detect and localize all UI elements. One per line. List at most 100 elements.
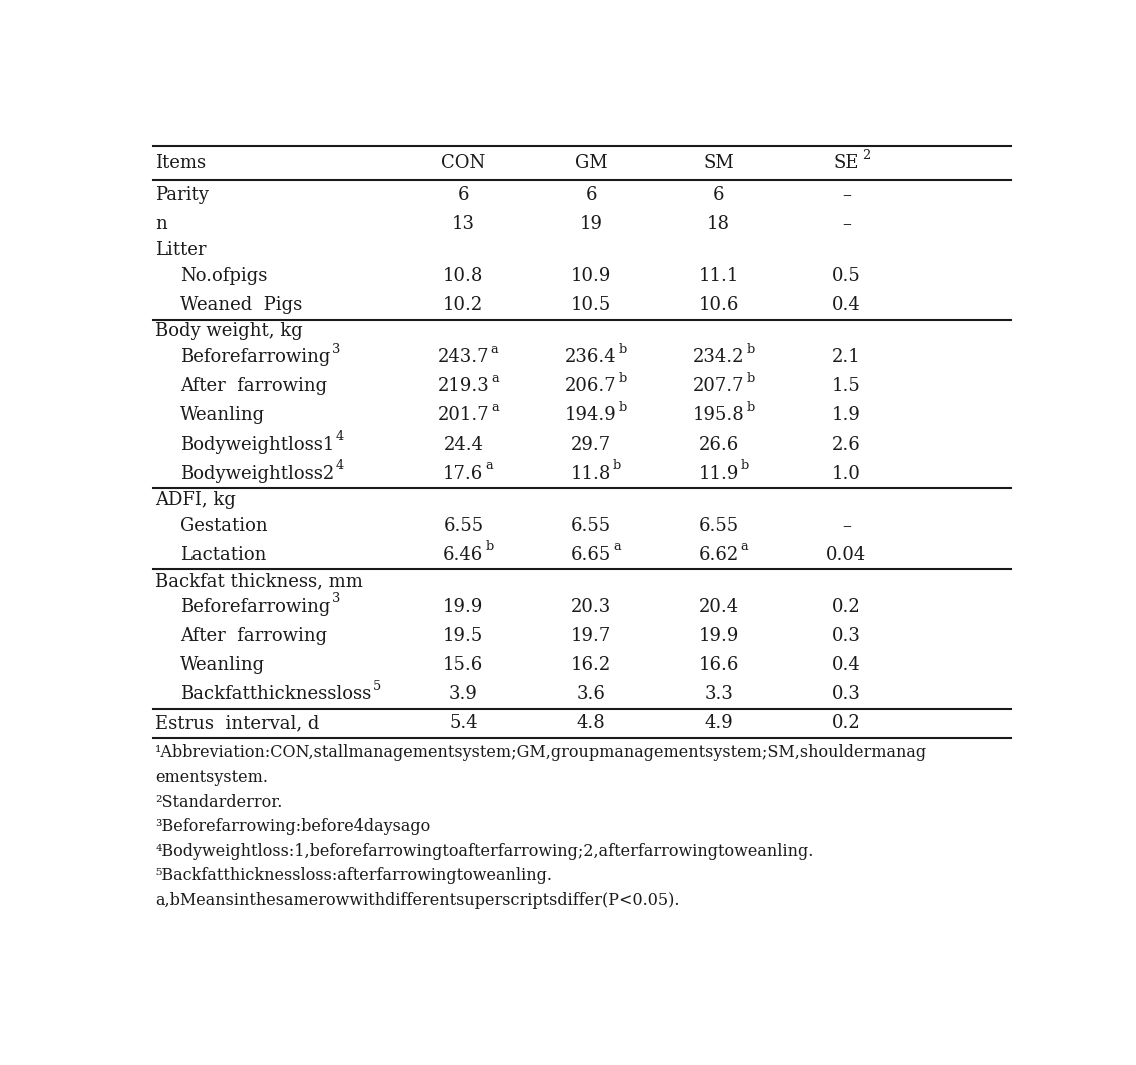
Text: ²Standarderror.: ²Standarderror.: [156, 793, 283, 810]
Text: Weanling: Weanling: [179, 656, 265, 674]
Text: 0.3: 0.3: [832, 627, 861, 645]
Text: 0.4: 0.4: [832, 296, 861, 314]
Text: 2.6: 2.6: [832, 436, 861, 454]
Text: 3: 3: [332, 592, 341, 605]
Text: 3: 3: [332, 343, 341, 356]
Text: b: b: [619, 372, 627, 384]
Text: 1.5: 1.5: [832, 377, 861, 395]
Text: 4: 4: [336, 459, 344, 472]
Text: b: b: [746, 400, 754, 414]
Text: 0.3: 0.3: [832, 685, 861, 703]
Text: Weaned  Pigs: Weaned Pigs: [179, 296, 302, 314]
Text: –: –: [842, 517, 851, 535]
Text: 6.46: 6.46: [443, 546, 484, 563]
Text: 19.9: 19.9: [443, 597, 484, 616]
Text: 19.9: 19.9: [699, 627, 738, 645]
Text: 195.8: 195.8: [693, 407, 744, 425]
Text: Gestation: Gestation: [179, 517, 267, 535]
Text: 16.6: 16.6: [699, 656, 738, 674]
Text: 3.6: 3.6: [577, 685, 605, 703]
Text: 29.7: 29.7: [571, 436, 611, 454]
Text: 6.62: 6.62: [699, 546, 738, 563]
Text: 219.3: 219.3: [437, 377, 490, 395]
Text: 6.65: 6.65: [571, 546, 611, 563]
Text: 13: 13: [452, 215, 475, 233]
Text: a: a: [491, 400, 499, 414]
Text: a: a: [491, 343, 499, 356]
Text: ADFI, kg: ADFI, kg: [156, 491, 236, 509]
Text: 243.7: 243.7: [437, 348, 490, 366]
Text: SM: SM: [703, 154, 734, 173]
Text: 0.2: 0.2: [832, 597, 861, 616]
Text: 207.7: 207.7: [693, 377, 744, 395]
Text: 6.55: 6.55: [571, 517, 611, 535]
Text: 10.8: 10.8: [443, 267, 484, 285]
Text: Beforefarrowing: Beforefarrowing: [179, 348, 331, 366]
Text: 19: 19: [579, 215, 602, 233]
Text: Bodyweightloss2: Bodyweightloss2: [179, 464, 334, 482]
Text: 236.4: 236.4: [566, 348, 617, 366]
Text: 5: 5: [373, 679, 381, 692]
Text: 19.7: 19.7: [571, 627, 611, 645]
Text: 6: 6: [458, 185, 469, 203]
Text: 4.9: 4.9: [704, 715, 733, 733]
Text: 206.7: 206.7: [566, 377, 617, 395]
Text: a,bMeansinthesamerowwithdifferentsuperscriptsdiffer(P<0.05).: a,bMeansinthesamerowwithdifferentsupersc…: [156, 892, 679, 910]
Text: ¹Abbreviation:CON,stallmanagementsystem;GM,groupmanagementsystem;SM,shouldermana: ¹Abbreviation:CON,stallmanagementsystem;…: [156, 744, 927, 761]
Text: CON: CON: [441, 154, 485, 173]
Text: 2.1: 2.1: [832, 348, 861, 366]
Text: 20.3: 20.3: [571, 597, 611, 616]
Text: b: b: [746, 343, 754, 356]
Text: 6.55: 6.55: [443, 517, 484, 535]
Text: After  farrowing: After farrowing: [179, 377, 327, 395]
Text: 4: 4: [336, 430, 344, 443]
Text: 15.6: 15.6: [443, 656, 484, 674]
Text: 10.2: 10.2: [443, 296, 484, 314]
Text: Backfatthicknessloss: Backfatthicknessloss: [179, 685, 371, 703]
Text: 201.7: 201.7: [437, 407, 490, 425]
Text: ⁵Backfatthicknessloss:afterfarrowingtoweanling.: ⁵Backfatthicknessloss:afterfarrowingtowe…: [156, 868, 552, 885]
Text: 11.8: 11.8: [570, 464, 611, 482]
Text: b: b: [485, 540, 493, 553]
Text: a: a: [485, 459, 493, 472]
Text: 0.4: 0.4: [832, 656, 861, 674]
Text: b: b: [613, 459, 621, 472]
Text: b: b: [741, 459, 749, 472]
Text: ³Beforefarrowing:before4daysago: ³Beforefarrowing:before4daysago: [156, 818, 431, 835]
Text: Parity: Parity: [156, 185, 209, 203]
Text: Beforefarrowing: Beforefarrowing: [179, 597, 331, 616]
Text: a: a: [741, 540, 749, 553]
Text: b: b: [619, 400, 627, 414]
Text: ⁴Bodyweightloss:1,beforefarrowingtoafterfarrowing;2,afterfarrowingtoweanling.: ⁴Bodyweightloss:1,beforefarrowingtoafter…: [156, 842, 813, 859]
Text: Items: Items: [156, 154, 207, 173]
Text: 10.9: 10.9: [570, 267, 611, 285]
Text: 3.3: 3.3: [704, 685, 733, 703]
Text: –: –: [842, 215, 851, 233]
Text: 4.8: 4.8: [577, 715, 605, 733]
Text: 0.04: 0.04: [826, 546, 867, 563]
Text: n: n: [156, 215, 167, 233]
Text: b: b: [619, 343, 627, 356]
Text: 19.5: 19.5: [443, 627, 484, 645]
Text: 10.5: 10.5: [571, 296, 611, 314]
Text: SE: SE: [834, 154, 859, 173]
Text: Bodyweightloss1: Bodyweightloss1: [179, 436, 334, 454]
Text: –: –: [842, 185, 851, 203]
Text: 20.4: 20.4: [699, 597, 738, 616]
Text: 11.1: 11.1: [699, 267, 738, 285]
Text: 234.2: 234.2: [693, 348, 744, 366]
Text: 5.4: 5.4: [449, 715, 477, 733]
Text: 16.2: 16.2: [571, 656, 611, 674]
Text: 1.0: 1.0: [832, 464, 861, 482]
Text: 194.9: 194.9: [565, 407, 617, 425]
Text: b: b: [746, 372, 754, 384]
Text: ementsystem.: ementsystem.: [156, 769, 268, 786]
Text: 0.5: 0.5: [832, 267, 861, 285]
Text: Body weight, kg: Body weight, kg: [156, 323, 303, 340]
Text: No.ofpigs: No.ofpigs: [179, 267, 267, 285]
Text: Litter: Litter: [156, 241, 207, 259]
Text: 24.4: 24.4: [443, 436, 483, 454]
Text: 2: 2: [862, 149, 870, 162]
Text: After  farrowing: After farrowing: [179, 627, 327, 645]
Text: GM: GM: [575, 154, 608, 173]
